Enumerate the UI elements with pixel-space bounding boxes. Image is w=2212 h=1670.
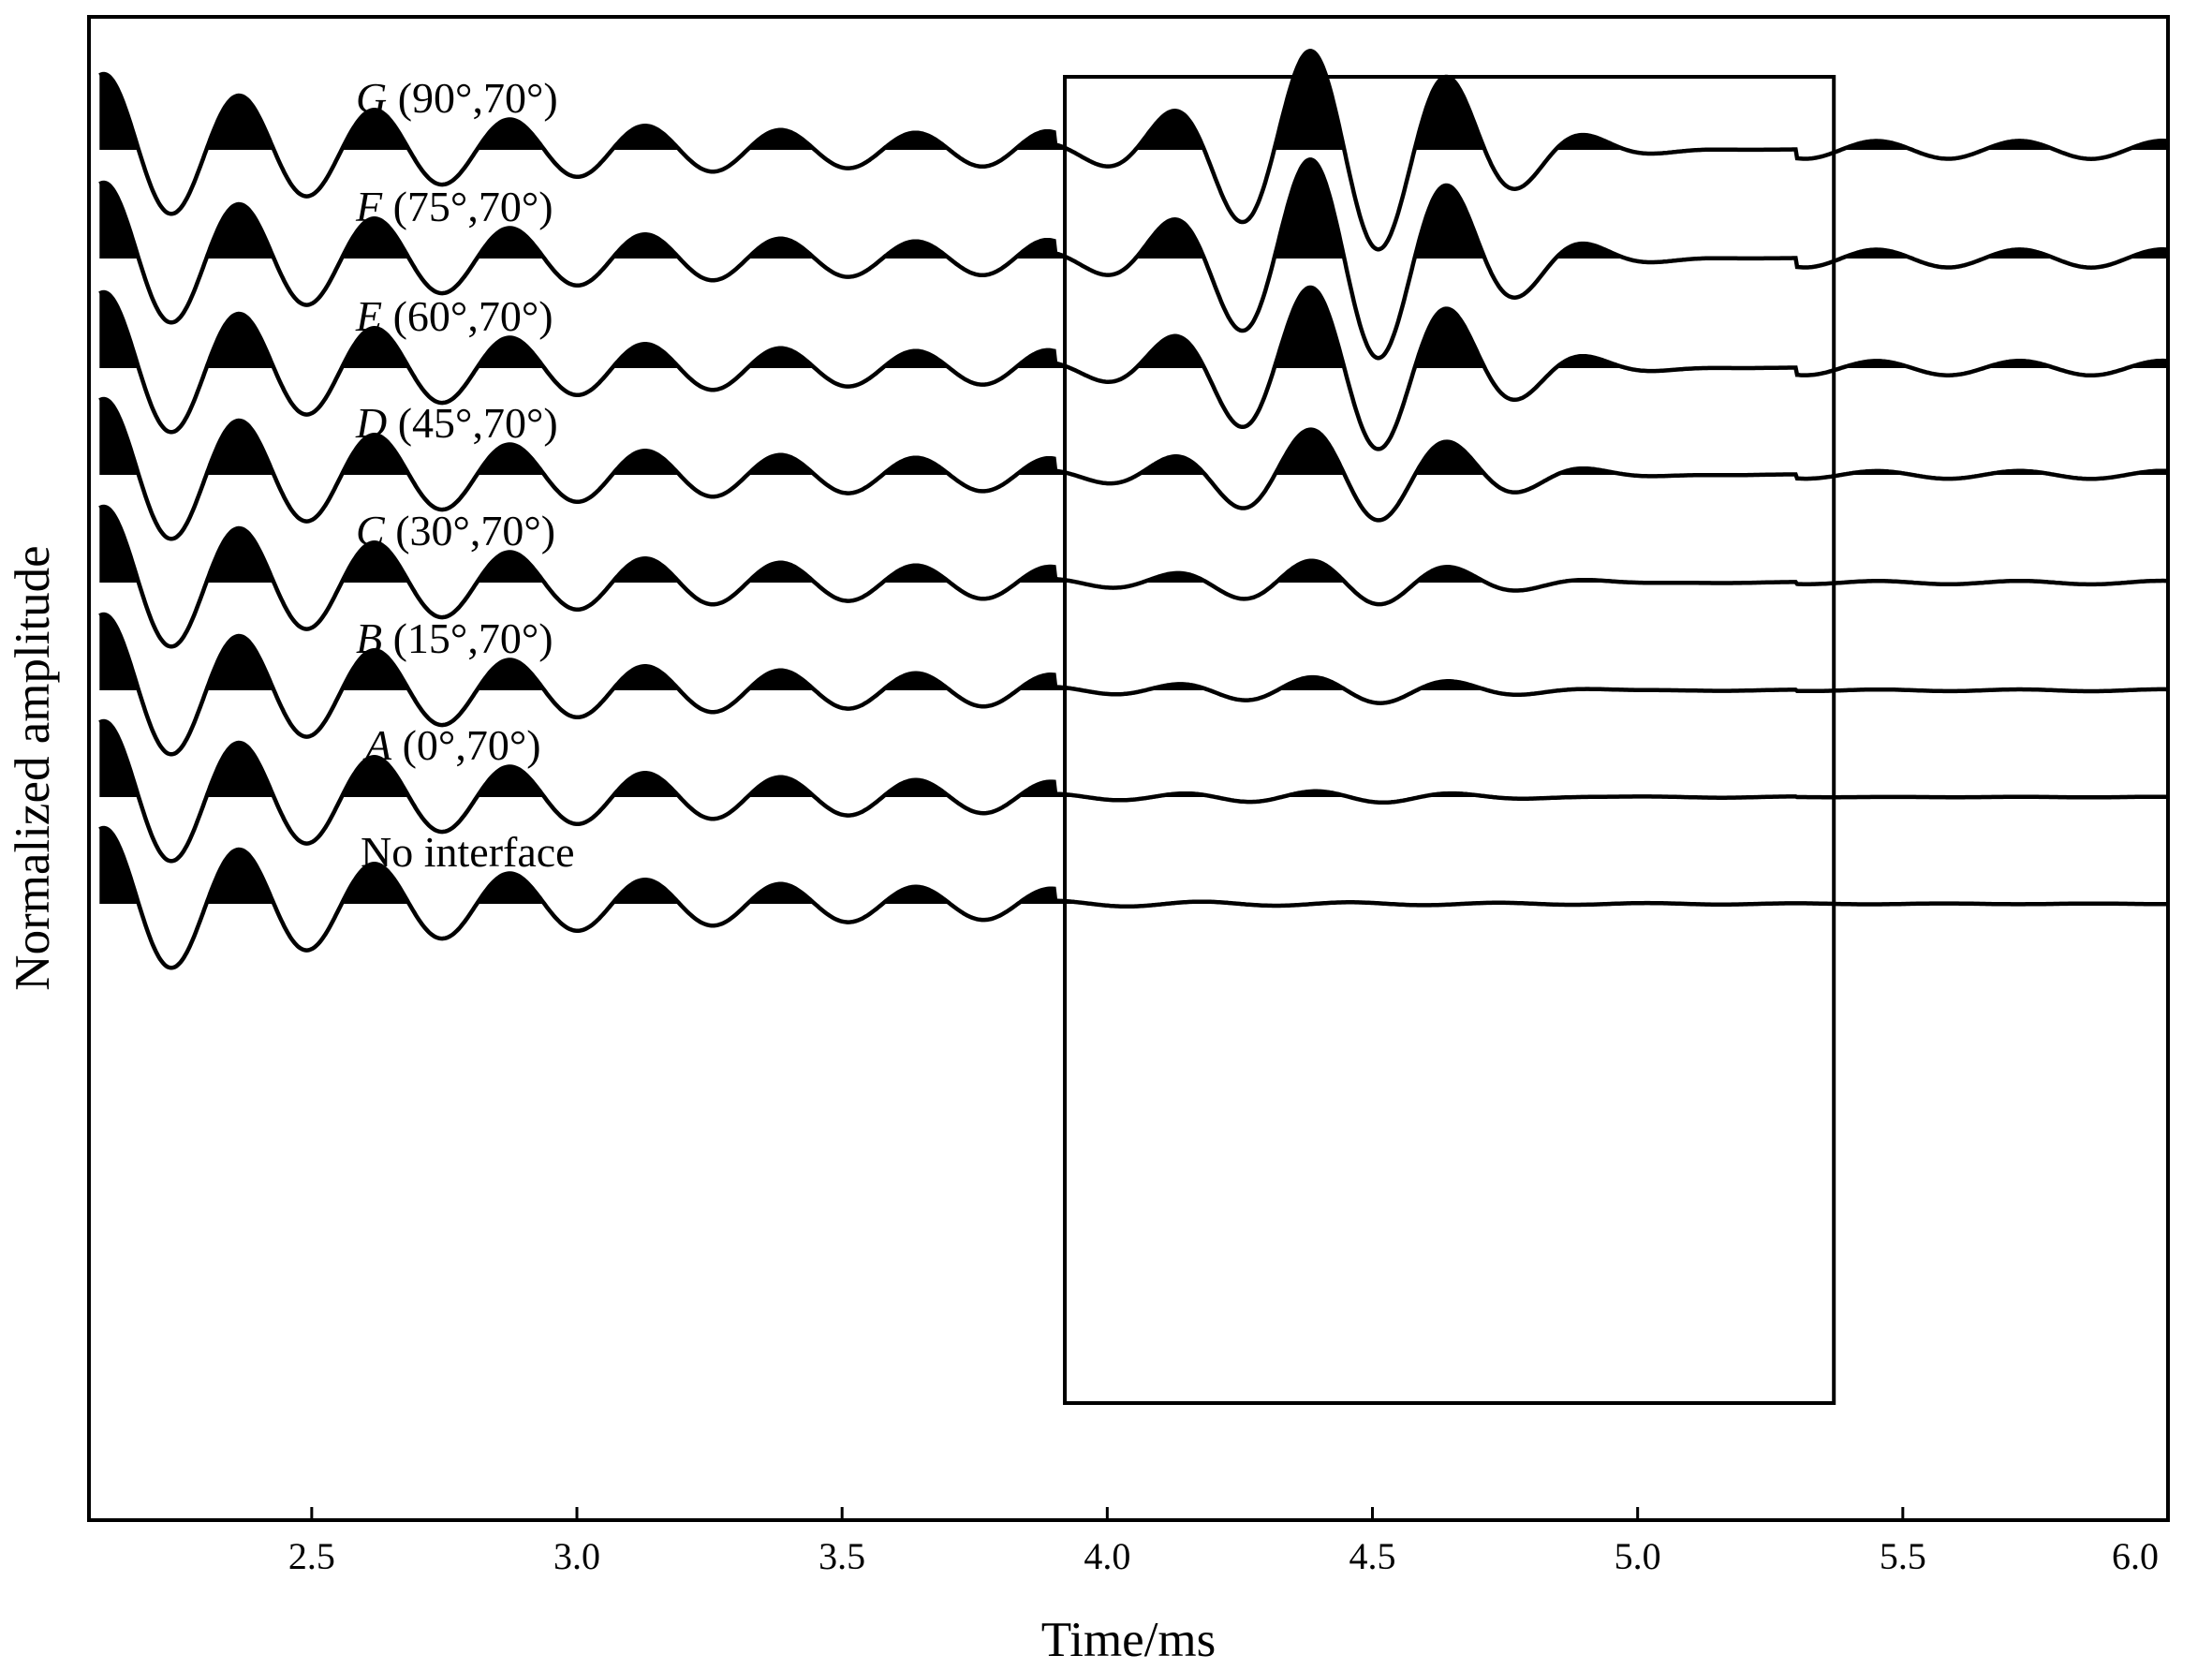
trace-label-angles: (30°,70°) <box>385 507 555 554</box>
x-tick-label: 5.0 <box>1615 1535 1661 1577</box>
trace-line <box>98 285 2169 451</box>
trace-label-letter: F <box>355 183 383 230</box>
trace-label-letter: G <box>356 74 387 122</box>
trace-label-letter: E <box>355 292 382 340</box>
x-tick-label: 3.0 <box>553 1535 600 1577</box>
trace-line <box>98 157 2169 361</box>
trace-label-angles: (45°,70°) <box>387 399 557 447</box>
highlight-box <box>1063 75 1836 1405</box>
trace-label-angles: (75°,70°) <box>382 183 553 230</box>
trace-label-angles: (60°,70°) <box>382 292 553 340</box>
trace-line <box>98 396 2168 541</box>
traces-group <box>98 49 2169 970</box>
trace-label-angles: (90°,70°) <box>387 74 557 122</box>
trace-line <box>98 825 2168 970</box>
trace-labels-group: G (90°,70°) F (75°,70°) E (60°,70°) D (45°,… <box>355 74 575 876</box>
trace-label-angles: (15°,70°) <box>382 614 553 662</box>
x-tick-label: 2.5 <box>288 1535 335 1577</box>
trace-label-letter: A <box>362 721 392 769</box>
trace-line <box>98 718 2168 864</box>
trace-label: E (60°,70°) <box>355 292 553 340</box>
trace-label: A (0°,70°) <box>362 721 541 769</box>
trace-label: No interface <box>361 828 575 876</box>
x-tick-label: 5.5 <box>1880 1535 1926 1577</box>
trace-line <box>98 49 2169 252</box>
trace-label: G (90°,70°) <box>356 74 558 122</box>
trace-line <box>98 612 2168 757</box>
y-axis-label: Normalized amplitude <box>6 545 60 990</box>
trace-label-letter: D <box>355 399 387 447</box>
x-ticks-group: 2.5 3.0 3.5 4.0 4.5 5.0 5.5 6.0 <box>288 1507 2170 1577</box>
x-axis-label: Time/ms <box>1041 1613 1217 1667</box>
trace-label: D (45°,70°) <box>355 399 558 447</box>
trace-label-letter: C <box>356 507 386 554</box>
trace-line <box>98 504 2168 649</box>
trace-label: C (30°,70°) <box>356 507 555 554</box>
x-tick-label: 6.0 <box>2112 1535 2159 1577</box>
plot-frame <box>87 15 2170 1522</box>
x-tick-label: 3.5 <box>818 1535 865 1577</box>
x-tick-label: 4.5 <box>1349 1535 1396 1577</box>
x-tick-label: 4.0 <box>1084 1535 1130 1577</box>
trace-label-letter: B <box>356 614 382 662</box>
trace-label: B (15°,70°) <box>356 614 553 662</box>
trace-label: F (75°,70°) <box>355 183 553 230</box>
trace-label-angles: (0°,70°) <box>391 721 540 769</box>
